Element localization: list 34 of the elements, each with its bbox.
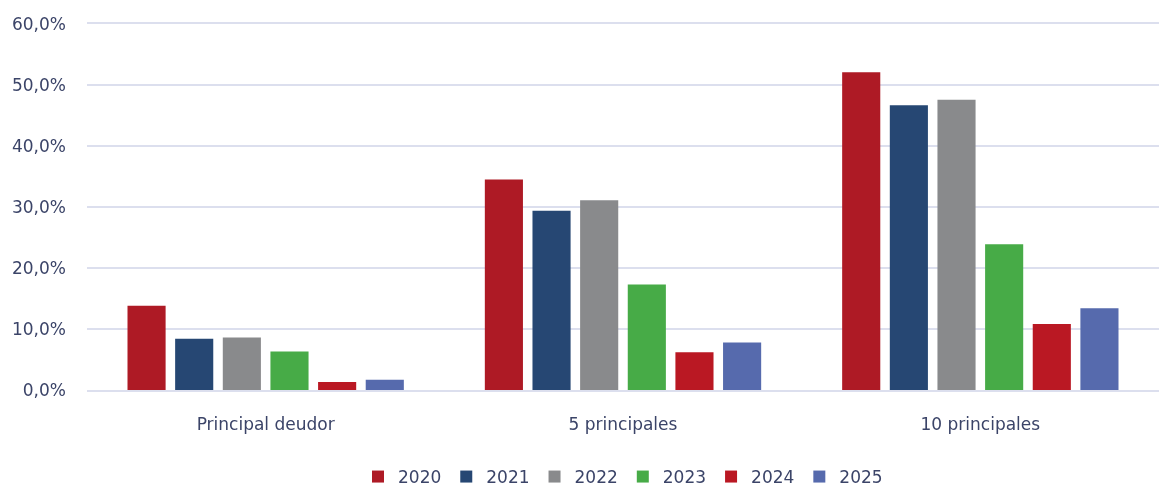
x-tick-label: Principal deudor — [196, 414, 335, 435]
bar — [937, 99, 976, 390]
x-tick-label: 5 principales — [568, 414, 678, 435]
bar — [627, 284, 666, 390]
bar — [985, 244, 1024, 390]
bar — [222, 337, 261, 390]
bar — [532, 210, 571, 390]
bar — [842, 72, 881, 390]
legend-label: 2023 — [662, 467, 707, 488]
y-tick-label: 20,0% — [11, 257, 66, 278]
bar — [318, 382, 357, 390]
bar — [175, 338, 214, 390]
bar — [127, 305, 166, 390]
bar — [1032, 324, 1071, 390]
y-tick-label: 60,0% — [11, 13, 66, 34]
bar — [675, 352, 714, 390]
legend-label: 2020 — [398, 467, 442, 488]
y-tick-label: 0,0% — [22, 379, 66, 400]
bar — [270, 351, 309, 390]
y-tick-label: 40,0% — [11, 135, 66, 156]
bar — [723, 342, 762, 390]
bar — [365, 379, 404, 390]
bar — [484, 179, 523, 390]
bar — [580, 200, 619, 390]
y-tick-label: 30,0% — [11, 196, 66, 217]
x-tick-label: 10 principales — [920, 414, 1041, 435]
legend-label: 2025 — [839, 467, 883, 488]
bar — [1080, 308, 1119, 390]
bar — [889, 105, 928, 390]
y-tick-label: 10,0% — [11, 318, 66, 339]
legend-label: 2022 — [574, 467, 618, 488]
y-tick-label: 50,0% — [11, 74, 66, 95]
legend-label: 2024 — [751, 467, 795, 488]
legend-label: 2021 — [486, 467, 530, 488]
